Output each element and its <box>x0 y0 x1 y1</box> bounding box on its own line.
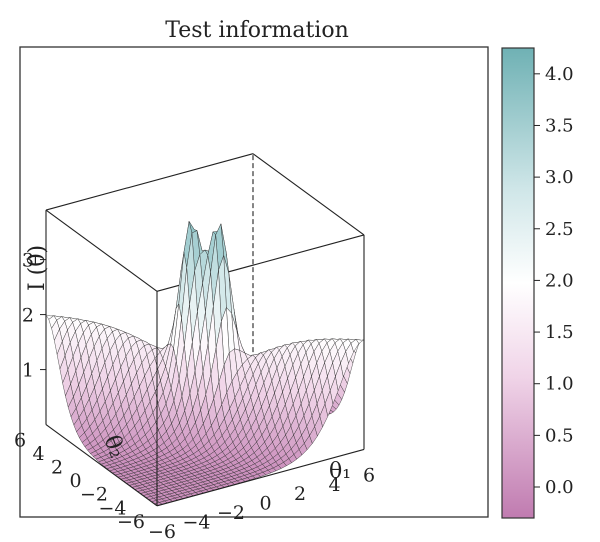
x-tick-label: −2 <box>217 502 245 524</box>
box-edge <box>156 448 365 507</box>
colorbar-tick-label: 0.5 <box>545 425 574 446</box>
colorbar-tick-label: 2.0 <box>545 270 574 291</box>
colorbar-ticks: 0.0 0.5 1.0 1.5 2.0 2.5 3.0 3.5 4.0 <box>534 64 574 498</box>
y-tick-label: −6 <box>117 511 145 533</box>
colorbar-tick-label: 2.5 <box>545 219 574 240</box>
x-tick-label: −6 <box>148 521 176 542</box>
box-edge <box>252 153 365 236</box>
x-tick-label: −4 <box>182 511 210 533</box>
z-tick-label: 2 <box>22 305 34 327</box>
chart-title: Test information <box>165 18 349 43</box>
box-edge <box>45 153 254 211</box>
y-tick-label: 0 <box>69 470 81 492</box>
y-tick-label: −2 <box>80 484 108 506</box>
colorbar <box>501 47 535 519</box>
colorbar-tick-label: 3.0 <box>545 167 574 188</box>
box-edge <box>45 424 158 507</box>
x-axis-label: θ₁ <box>329 459 351 484</box>
x-tick-label: 6 <box>363 464 375 486</box>
colorbar-tick-label: 1.5 <box>545 322 574 343</box>
y-tick-label: 2 <box>51 457 63 479</box>
z-tick-label: 3 <box>22 250 34 272</box>
y-tick-label: 4 <box>32 443 44 465</box>
bounding-box-front <box>45 234 365 507</box>
z-tick-label: 1 <box>22 360 34 382</box>
bounding-box-back <box>45 153 365 425</box>
colorbar-tick-label: 0.0 <box>545 477 574 498</box>
x-tick-label: 4 <box>328 474 340 496</box>
x-tick-label: 2 <box>294 483 306 505</box>
plot-frame <box>19 46 489 518</box>
colorbar-tick-label: 3.5 <box>545 115 574 136</box>
surface-mesh <box>45 221 365 506</box>
y-tick-label: 6 <box>14 430 26 452</box>
box-edge <box>45 209 158 292</box>
colorbar-tick-label: 1.0 <box>545 374 574 395</box>
x-tick-label: 0 <box>259 493 271 515</box>
y-tick-label: −4 <box>98 497 126 519</box>
colorbar-tick-label: 4.0 <box>545 64 574 85</box>
z-axis-label: I (θ) <box>25 245 50 291</box>
